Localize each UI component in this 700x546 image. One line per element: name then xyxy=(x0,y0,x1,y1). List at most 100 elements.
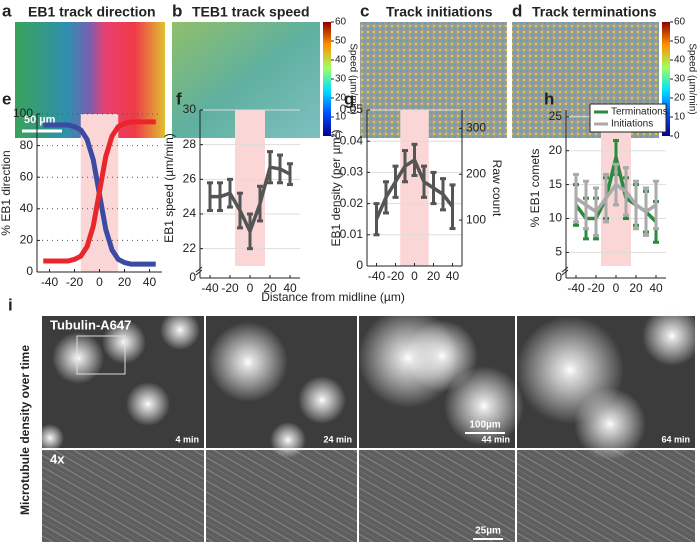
panel-label: b xyxy=(172,1,182,20)
x-tick-label: 40 xyxy=(649,281,663,295)
series-line xyxy=(210,165,291,234)
panel-label: g xyxy=(344,89,354,108)
colorbar-tick-label: 0 xyxy=(335,131,341,142)
colorbar-tick-label: 60 xyxy=(335,17,347,28)
scale-label: 25µm xyxy=(475,526,501,537)
x-tick-label: 0 xyxy=(613,281,620,295)
y-tick-label: 0.05 xyxy=(340,102,364,116)
colorbar-tick-label: 20 xyxy=(674,93,686,104)
break-label: 0 xyxy=(189,270,196,284)
x-tick-label: 20 xyxy=(263,281,277,295)
y-tick-label: 100 xyxy=(13,106,33,120)
y-tick-label: 0.01 xyxy=(340,227,364,241)
colorbar-label: Speed (µm/min) xyxy=(686,43,697,114)
axis-break xyxy=(561,269,569,276)
y-label: EB1 density (per µm²) xyxy=(329,130,343,247)
y-tick-label: 0.03 xyxy=(340,165,364,179)
time-label: 64 min xyxy=(661,434,690,444)
y-tick-label: 40 xyxy=(20,201,34,215)
image-c xyxy=(360,22,507,138)
x-tick-label: 20 xyxy=(118,275,132,289)
colorbar-tick-label: 10 xyxy=(674,112,686,123)
colorbar-tick-label: 40 xyxy=(335,55,347,66)
panel-title: Track initiations xyxy=(386,4,493,20)
y-tick-label: 24 xyxy=(183,206,197,220)
x-tick-label: 40 xyxy=(143,275,157,289)
axis-break xyxy=(561,266,569,273)
colorbar-tick-label: 0 xyxy=(674,131,680,142)
series-line xyxy=(374,158,454,220)
y-tick-label: 20 xyxy=(549,143,563,157)
y-tick-label: 28 xyxy=(183,137,197,151)
legend xyxy=(589,103,667,133)
y-tick-label: 0.04 xyxy=(340,133,364,147)
zoom-box xyxy=(76,335,126,375)
axis-break xyxy=(195,269,203,276)
x-label: Distance from midline (µm) xyxy=(261,290,405,304)
legend-label: Terminations xyxy=(611,107,668,118)
y-tick-label: 26 xyxy=(183,172,197,186)
legend-label: Initiations xyxy=(611,119,653,130)
time-label: 44 min xyxy=(481,434,510,444)
panel-label: c xyxy=(360,1,369,20)
x-tick-label: 0 xyxy=(247,281,254,295)
panel-label: d xyxy=(512,1,522,20)
image-i-bottom xyxy=(42,450,695,542)
x-tick-label: 40 xyxy=(283,281,297,295)
stain-label: Tubulin-A647 xyxy=(50,317,131,332)
x-tick-label: -20 xyxy=(587,281,605,295)
panel-label: i xyxy=(8,295,13,314)
x-tick-label: 40 xyxy=(446,269,460,283)
y-tick-label: 10 xyxy=(549,211,563,225)
break-label: 0 xyxy=(555,270,562,284)
y-tick-label: 20 xyxy=(20,233,34,247)
y-tick-label: 0 xyxy=(26,264,33,278)
y2-tick-label: 100 xyxy=(466,212,486,226)
colorbar-tick-label: 50 xyxy=(335,36,347,47)
x-tick-label: 20 xyxy=(427,269,441,283)
panel-title: Track terminations xyxy=(532,4,657,20)
axis-break xyxy=(195,266,203,273)
x-tick-label: -40 xyxy=(41,275,59,289)
x-tick-label: -40 xyxy=(201,281,219,295)
panel-title: EB1 track direction xyxy=(28,4,156,20)
panel-label: h xyxy=(544,89,554,108)
colorbar-tick-label: 30 xyxy=(674,74,686,85)
x-tick-label: -40 xyxy=(368,269,386,283)
time-label: 24 min xyxy=(323,434,352,444)
y-tick-label: 25 xyxy=(549,109,563,123)
x-tick-label: 20 xyxy=(629,281,643,295)
y2-label: Raw count xyxy=(490,160,504,217)
y-label: % EB1 comets xyxy=(528,149,542,228)
colorbar xyxy=(662,22,670,136)
y-tick-label: 0 xyxy=(356,258,363,272)
x-tick-label: 0 xyxy=(96,275,103,289)
y-label: EB1 speed (µm/min) xyxy=(162,133,176,243)
dividers xyxy=(42,316,695,546)
x-tick-label: -20 xyxy=(387,269,405,283)
colorbar-tick-label: 30 xyxy=(335,74,347,85)
panel-label: f xyxy=(176,89,182,108)
colorbar-tick-label: 10 xyxy=(335,112,347,123)
colorbar xyxy=(323,22,331,136)
colorbar-tick-label: 20 xyxy=(335,93,347,104)
x-tick-label: -20 xyxy=(221,281,239,295)
y-tick-label: 5 xyxy=(555,245,562,259)
colorbar-tick-label: 50 xyxy=(674,36,686,47)
panel-label: e xyxy=(2,89,11,108)
y-tick-label: 30 xyxy=(183,102,197,116)
y2-tick-label: 200 xyxy=(466,166,486,180)
panel-title: TEB1 track speed xyxy=(192,4,310,20)
y-label: Microtubule density over time xyxy=(18,345,32,515)
y-tick-label: 0.02 xyxy=(340,196,364,210)
scale-label: 100µm xyxy=(469,420,500,431)
image-panels xyxy=(15,22,700,546)
x-tick-label: 0 xyxy=(411,269,418,283)
time-label: 4 min xyxy=(175,434,199,444)
y-tick-label: 22 xyxy=(183,241,197,255)
y-label: % EB1 direction xyxy=(0,150,13,235)
zoom-label: 4x xyxy=(50,451,65,466)
y-tick-label: 80 xyxy=(20,138,34,152)
panel-label: a xyxy=(2,1,12,20)
colorbar-label: Speed (µm/min) xyxy=(347,43,358,114)
